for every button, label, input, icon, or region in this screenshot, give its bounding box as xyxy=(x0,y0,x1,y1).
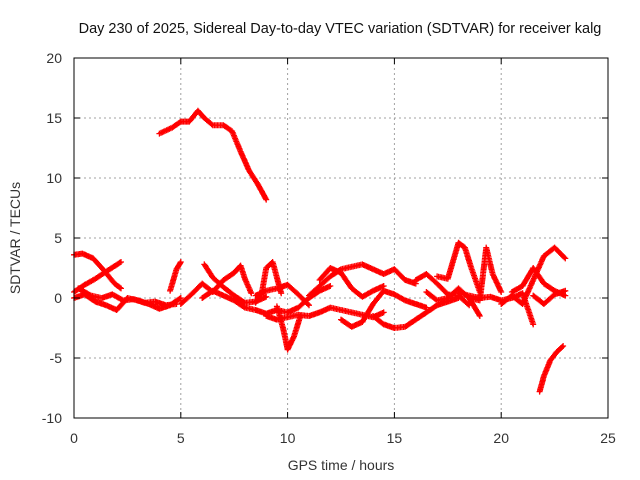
data-markers xyxy=(71,250,124,292)
ticks: 0 5 10 15 20 25 -10 -5 0 5 10 15 20 xyxy=(42,50,616,446)
y-tick-label: 5 xyxy=(54,230,62,246)
series-s2 xyxy=(71,250,124,292)
data-markers xyxy=(75,285,180,309)
series-s26 xyxy=(536,343,567,395)
data-markers xyxy=(306,261,419,299)
data-markers xyxy=(536,343,567,395)
x-tick-label: 20 xyxy=(493,430,509,446)
x-axis-label: GPS time / hours xyxy=(288,457,395,473)
data-markers xyxy=(252,259,285,306)
y-tick-label: 10 xyxy=(46,170,62,186)
series-s5 xyxy=(75,285,180,309)
data-markers xyxy=(530,287,569,307)
series-s15 xyxy=(316,265,387,300)
x-tick-label: 25 xyxy=(600,430,616,446)
plot-area xyxy=(71,107,569,395)
series-s16 xyxy=(338,287,430,330)
data-markers xyxy=(370,295,462,331)
y-axis-label: SDTVAR / TECUs xyxy=(7,182,23,294)
data-markers xyxy=(177,262,255,307)
chart-title: Day 230 of 2025, Sidereal Day-to-day VTE… xyxy=(79,21,602,37)
series-s12 xyxy=(273,303,304,353)
series-s20 xyxy=(434,239,483,295)
y-tick-label: -5 xyxy=(50,350,63,366)
series-s14 xyxy=(306,261,419,299)
series-s6 xyxy=(167,259,184,294)
series-s17 xyxy=(370,295,462,331)
series-s11 xyxy=(252,281,312,309)
y-tick-label: 20 xyxy=(46,50,62,66)
series-s25 xyxy=(530,287,569,307)
series-s1 xyxy=(156,107,270,203)
x-tick-label: 15 xyxy=(387,430,403,446)
data-markers xyxy=(434,239,483,295)
x-tick-label: 10 xyxy=(280,430,296,446)
data-markers xyxy=(167,259,184,294)
y-tick-label: -10 xyxy=(42,410,62,426)
x-tick-label: 5 xyxy=(177,430,185,446)
series-s7 xyxy=(177,262,255,307)
series-s10 xyxy=(252,259,285,306)
data-markers xyxy=(338,287,430,330)
data-markers xyxy=(273,303,304,353)
y-tick-label: 15 xyxy=(46,110,62,126)
data-markers xyxy=(316,265,387,300)
y-tick-label: 0 xyxy=(54,290,62,306)
grid xyxy=(74,58,608,418)
data-markers xyxy=(156,107,270,203)
data-markers xyxy=(252,281,312,309)
x-tick-label: 0 xyxy=(70,430,78,446)
